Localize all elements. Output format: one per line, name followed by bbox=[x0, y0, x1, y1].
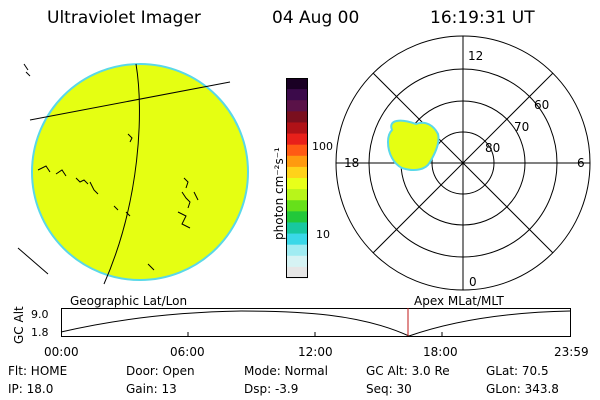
status-ip: IP: 18.0 bbox=[8, 382, 54, 396]
colorbar-frame bbox=[286, 78, 308, 278]
status-dsp: Dsp: -3.9 bbox=[244, 382, 299, 396]
altitude-curve bbox=[60, 310, 571, 337]
polar-spoke bbox=[462, 72, 554, 164]
timeline-ytick-max: 9.0 bbox=[31, 308, 49, 321]
timeline-frame bbox=[61, 308, 571, 337]
polar-spoke bbox=[372, 72, 464, 164]
polar-spoke bbox=[372, 162, 464, 254]
coastline bbox=[17, 63, 199, 275]
status-gc-alt: GC Alt: 3.0 Re bbox=[366, 364, 450, 378]
altitude-timeline bbox=[60, 308, 571, 337]
colorbar-swatch bbox=[286, 222, 308, 235]
colorbar-swatch bbox=[286, 78, 308, 90]
timeline-ytick-min: 1.8 bbox=[31, 326, 49, 339]
colorbar-swatch bbox=[286, 122, 308, 135]
colorbar-swatch bbox=[286, 144, 308, 157]
geographic-image bbox=[17, 63, 249, 285]
status-seq: Seq: 30 bbox=[366, 382, 412, 396]
colorbar-swatch bbox=[286, 178, 308, 190]
colorbar-swatch bbox=[286, 200, 308, 212]
timeline-xtick-0000: 00:00 bbox=[44, 345, 79, 359]
colorbar-swatch bbox=[286, 211, 308, 223]
instrument-title: Ultraviolet Imager bbox=[47, 8, 201, 28]
lat-label-80: 80 bbox=[485, 141, 500, 155]
status-glon: GLon: 343.8 bbox=[486, 382, 559, 396]
colorbar-tick-100: 100 bbox=[312, 140, 333, 153]
right-panel-caption: Apex MLat/MLT bbox=[414, 294, 504, 308]
status-gain: Gain: 13 bbox=[126, 382, 177, 396]
mlt-label-12: 12 bbox=[468, 49, 483, 63]
status-mode: Mode: Normal bbox=[244, 364, 328, 378]
left-panel-caption: Geographic Lat/Lon bbox=[70, 294, 188, 308]
aurora-blob bbox=[386, 119, 440, 171]
longitude-line bbox=[103, 63, 140, 285]
earth-disk bbox=[31, 63, 249, 281]
colorbar-swatch bbox=[286, 111, 308, 123]
colorbar bbox=[286, 78, 308, 279]
timeline-xtick-0600: 06:00 bbox=[170, 345, 205, 359]
timeline-ylabel: GC Alt bbox=[12, 306, 26, 344]
lat-label-70: 70 bbox=[514, 120, 529, 134]
colorbar-swatch bbox=[286, 100, 308, 112]
colorbar-swatch bbox=[286, 166, 308, 179]
polar-spoke bbox=[462, 162, 554, 254]
polar-plot: 12 18 6 0 60 70 80 bbox=[335, 35, 591, 291]
latitude-line bbox=[29, 81, 231, 121]
timeline-xtick-1200: 12:00 bbox=[298, 345, 333, 359]
mlt-label-18: 18 bbox=[344, 156, 359, 170]
colorbar-swatch bbox=[286, 233, 308, 246]
status-glat: GLat: 70.5 bbox=[486, 364, 549, 378]
timeline-xtick-1800: 18:00 bbox=[423, 345, 458, 359]
colorbar-swatch bbox=[286, 244, 308, 257]
colorbar-unit-label: photon cm⁻²s⁻¹ bbox=[272, 147, 286, 240]
mlt-label-6: 6 bbox=[577, 156, 585, 170]
colorbar-swatch bbox=[286, 89, 308, 101]
colorbar-tick-10: 10 bbox=[316, 228, 330, 241]
status-door: Door: Open bbox=[126, 364, 195, 378]
mlt-label-0: 0 bbox=[469, 275, 477, 289]
status-flt: Flt: HOME bbox=[8, 364, 68, 378]
colorbar-swatch bbox=[286, 133, 308, 146]
timeline-xtick-2359: 23:59 bbox=[554, 345, 589, 359]
colorbar-swatch bbox=[286, 266, 308, 279]
colorbar-swatch bbox=[286, 189, 308, 201]
colorbar-swatch bbox=[286, 155, 308, 168]
colorbar-swatch bbox=[286, 255, 308, 268]
time-label: 16:19:31 UT bbox=[430, 8, 535, 28]
lat-label-60: 60 bbox=[534, 98, 549, 112]
date-label: 04 Aug 00 bbox=[272, 8, 360, 28]
